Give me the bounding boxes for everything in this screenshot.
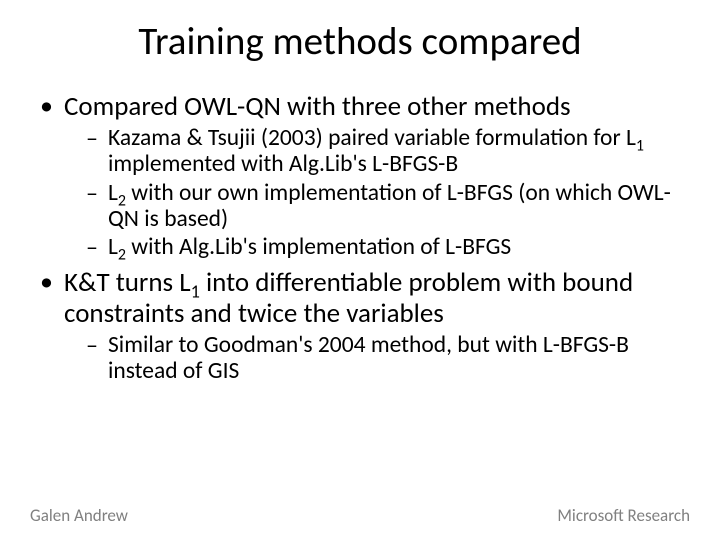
sub-bullet-1: Kazama & Tsujii (2003) paired variable f…	[84, 126, 690, 178]
sub-bullet-2: L2 with our own implementation of L-BFGS…	[84, 181, 690, 233]
subscript: 2	[118, 246, 126, 265]
text-part: K&T turns L	[64, 266, 191, 299]
subscript: 1	[636, 137, 644, 156]
bullet-list-level2: Kazama & Tsujii (2003) paired variable f…	[64, 126, 690, 261]
text-part: Kazama & Tsujii (2003) paired variable f…	[108, 124, 636, 152]
bullet-list-level2: Similar to Goodman's 2004 method, but wi…	[64, 333, 690, 385]
sub-bullet-4: Similar to Goodman's 2004 method, but wi…	[84, 333, 690, 385]
bullet-item-1: Compared OWL-QN with three other methods…	[36, 91, 690, 261]
bullet-list-level1: Compared OWL-QN with three other methods…	[36, 91, 690, 385]
text-part: implemented with Alg.Lib's L-BFGS-B	[108, 150, 458, 178]
text-part: with Alg.Lib's implementation of L-BFGS	[126, 233, 511, 261]
bullet-text: Compared OWL-QN with three other methods	[64, 90, 571, 123]
text-part: L	[108, 233, 118, 261]
footer-right: Microsoft Research	[557, 505, 690, 526]
text-part: Similar to Goodman's 2004 method, but wi…	[108, 331, 629, 385]
footer-left: Galen Andrew	[30, 505, 128, 526]
sub-bullet-3: L2 with Alg.Lib's implementation of L-BF…	[84, 235, 690, 261]
slide-footer: Galen Andrew Microsoft Research	[30, 505, 690, 526]
text-part: L	[108, 179, 118, 207]
slide-body: Compared OWL-QN with three other methods…	[30, 91, 690, 385]
slide-title: Training methods compared	[30, 18, 690, 65]
text-part: with our own implementation of L-BFGS (o…	[108, 179, 671, 233]
bullet-item-2: K&T turns L1 into differentiable problem…	[36, 267, 690, 385]
